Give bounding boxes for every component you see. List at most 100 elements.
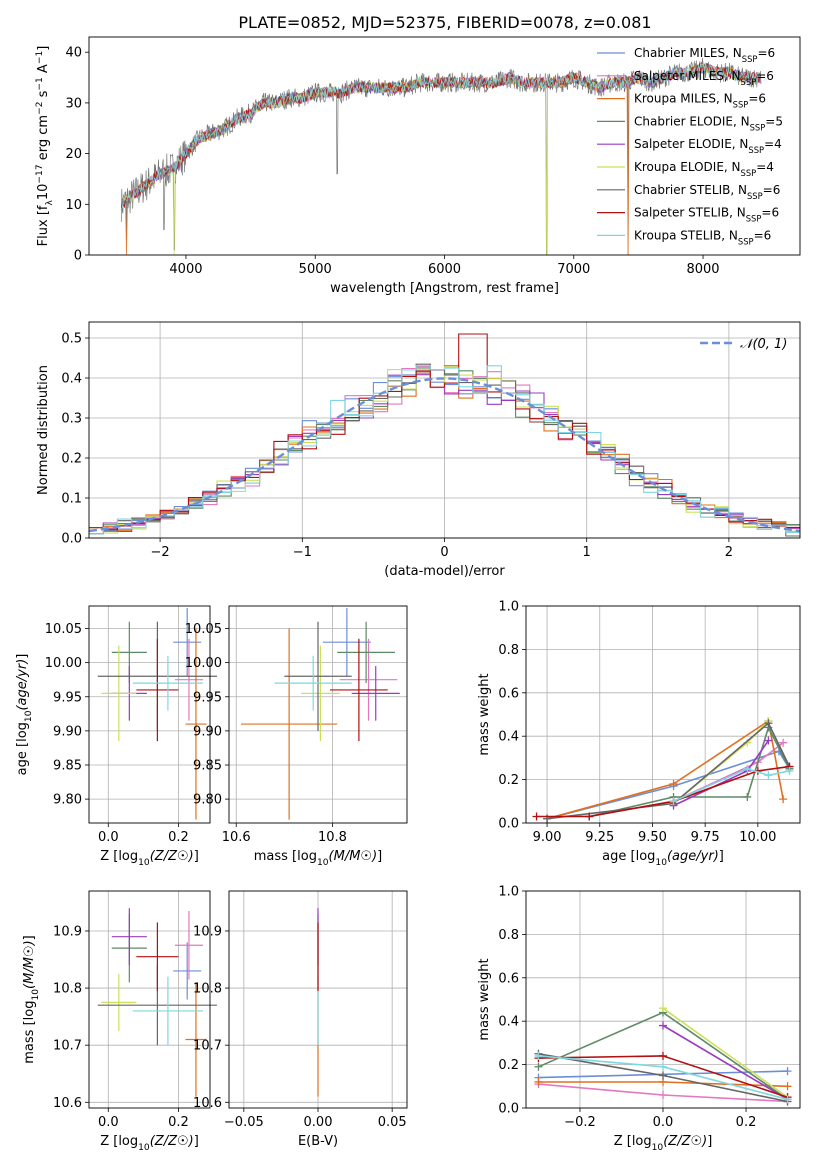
x-tick-label: 10.00 xyxy=(739,830,776,845)
y-tick-label: 0.2 xyxy=(61,452,82,467)
y-tick-label: 0.8 xyxy=(498,643,519,658)
mass-weight-marker xyxy=(534,1051,543,1060)
legend-label: Kroupa STELIB, NSSP=6 xyxy=(634,228,771,246)
legend-label: Kroupa MILES, NSSP=6 xyxy=(634,92,766,110)
x-axis-label: E(B-V) xyxy=(298,1134,338,1149)
x-axis-label: Z [log10(Z/Z☉)] xyxy=(100,1134,199,1153)
y-tick-label: 10.7 xyxy=(193,1039,222,1054)
x-tick-label: 0.0 xyxy=(98,830,119,845)
legend-label: Chabrier STELIB, NSSP=6 xyxy=(634,183,780,201)
plot-background xyxy=(526,606,800,823)
y-tick-label: 0.5 xyxy=(61,332,82,347)
y-tick-label: 9.90 xyxy=(53,724,82,739)
y-tick-label: 10.00 xyxy=(185,656,222,671)
y-tick-label: 30 xyxy=(65,96,82,111)
x-axis-label: (data-model)/error xyxy=(384,564,505,579)
axes-frame xyxy=(228,605,408,824)
age-vs-metallicity-plot: 0.0 0.2 9.80 9.85 9.90 9.95 10.00 10.05 Z [log10… xyxy=(15,605,218,868)
x-tick-label: 1 xyxy=(583,545,591,560)
x-axis-label: mass [log10(M/M☉)] xyxy=(254,849,382,868)
x-tick-label: 9.00 xyxy=(533,830,562,845)
x-tick-label: 7000 xyxy=(557,262,590,277)
y-tick-label: 0.2 xyxy=(498,1058,519,1073)
y-axis-label: Normed distribution xyxy=(36,365,51,495)
mass-weight-marker xyxy=(585,812,594,821)
y-tick-label: 1.0 xyxy=(498,885,519,900)
x-tick-label: 0.0 xyxy=(653,1115,674,1130)
y-tick-label: 0.6 xyxy=(498,686,519,701)
x-tick-label: 9.75 xyxy=(691,830,720,845)
y-tick-label: 0.1 xyxy=(61,492,82,507)
mass-vs-metallicity-plot: 0.0 0.2 10.6 10.7 10.8 10.9 Z [log10(Z/Z☉)] mas… xyxy=(22,890,218,1153)
mass-weight-marker xyxy=(779,738,788,747)
x-tick-label: −0.05 xyxy=(224,1115,264,1130)
axes-frame xyxy=(88,605,211,824)
x-axis-label: Z [log10(Z/Z☉)] xyxy=(100,849,199,868)
y-axis-label: age [log10(age/yr)] xyxy=(15,654,34,776)
mass-weight-vs-metallicity-plot: −0.2 0.0 0.2 0.0 0.2 0.4 0.6 0.8 1.0 Z [log10(Z/Z… xyxy=(477,885,801,1153)
legend-label: Chabrier MILES, NSSP=6 xyxy=(634,46,775,64)
x-tick-label: 6000 xyxy=(428,262,461,277)
x-tick-label: 9.25 xyxy=(585,830,614,845)
y-tick-label: 9.90 xyxy=(193,724,222,739)
residual-histogram-steps xyxy=(89,363,800,537)
y-tick-label: 10.6 xyxy=(193,1096,222,1111)
y-tick-label: 0.4 xyxy=(498,1015,519,1030)
residual-histogram-steps xyxy=(89,333,800,530)
y-tick-label: 9.95 xyxy=(53,690,82,705)
y-tick-label: 10.9 xyxy=(193,924,222,939)
y-tick-label: 9.95 xyxy=(193,690,222,705)
gaussian-reference-curve xyxy=(88,377,801,533)
y-tick-label: 10.00 xyxy=(45,656,82,671)
mass-weight-line xyxy=(673,767,790,803)
y-tick-label: 0.2 xyxy=(498,773,519,788)
mass-weight-marker xyxy=(534,1062,543,1071)
x-tick-label: 0.00 xyxy=(304,1115,333,1130)
x-tick-label: −0.2 xyxy=(564,1115,596,1130)
y-tick-label: 10.8 xyxy=(53,982,82,997)
spectrum-plot: 4000 5000 6000 7000 8000 0 10 20 30 40 wavelength … xyxy=(35,36,801,296)
mass-weight-marker xyxy=(783,1082,792,1091)
residual-histogram-plot: −2 −1 0 1 2 0.0 0.1 0.2 0.3 0.4 0.5 (data-model)/er… xyxy=(36,321,801,579)
x-tick-label: −2 xyxy=(151,545,170,560)
mass-weight-marker xyxy=(764,736,773,745)
legend-label: Salpeter STELIB, NSSP=6 xyxy=(634,206,779,224)
mass-weight-marker xyxy=(659,1004,667,1013)
y-tick-label: 10 xyxy=(65,198,82,213)
mass-weight-marker xyxy=(534,1077,543,1086)
x-tick-label: 0 xyxy=(440,545,448,560)
x-axis-label: age [log10(age/yr)] xyxy=(602,849,724,868)
x-tick-label: 10.8 xyxy=(318,830,347,845)
mass-weight-marker xyxy=(659,1051,667,1060)
y-tick-label: 0.3 xyxy=(61,412,82,427)
legend-label: Salpeter ELODIE, NSSP=4 xyxy=(634,137,782,155)
y-tick-label: 0.4 xyxy=(498,730,519,745)
mass-weight-marker xyxy=(779,795,788,804)
mass-weight-marker xyxy=(764,719,773,728)
y-axis-label: mass weight xyxy=(477,673,492,755)
mass-weight-marker xyxy=(743,764,752,773)
x-tick-label: 0.05 xyxy=(378,1115,407,1130)
y-tick-label: 0.0 xyxy=(498,817,519,832)
y-tick-label: 0.0 xyxy=(498,1102,519,1117)
y-tick-label: 40 xyxy=(65,46,82,61)
legend-label: 𝒩(0, 1) xyxy=(740,337,787,352)
legend-label: Salpeter MILES, NSSP=6 xyxy=(634,69,774,87)
mass-weight-vs-age-plot: 9.00 9.25 9.50 9.75 10.00 0.0 0.2 0.4 0.6 0.8 1.0 a… xyxy=(477,600,801,868)
plot-background xyxy=(89,891,210,1108)
x-tick-label: 9.50 xyxy=(638,830,667,845)
x-tick-label: 10.6 xyxy=(222,830,251,845)
y-tick-label: 10.8 xyxy=(193,982,222,997)
mass-weight-marker xyxy=(783,1095,792,1104)
y-tick-label: 10.05 xyxy=(45,622,82,637)
age-vs-mass-plot: 10.6 10.8 9.80 9.85 9.90 9.95 10.00 10.05 mass [… xyxy=(185,605,408,868)
x-tick-label: 0.2 xyxy=(168,830,189,845)
y-tick-label: 20 xyxy=(65,147,82,162)
figure-title: PLATE=0852, MJD=52375, FIBERID=0078, z=0… xyxy=(238,13,651,32)
mass-weight-line xyxy=(547,721,791,820)
mass-weight-marker xyxy=(743,792,752,801)
y-tick-label: 1.0 xyxy=(498,600,519,615)
mass-weight-marker xyxy=(783,1067,792,1076)
model-spectrum-line xyxy=(120,63,761,210)
